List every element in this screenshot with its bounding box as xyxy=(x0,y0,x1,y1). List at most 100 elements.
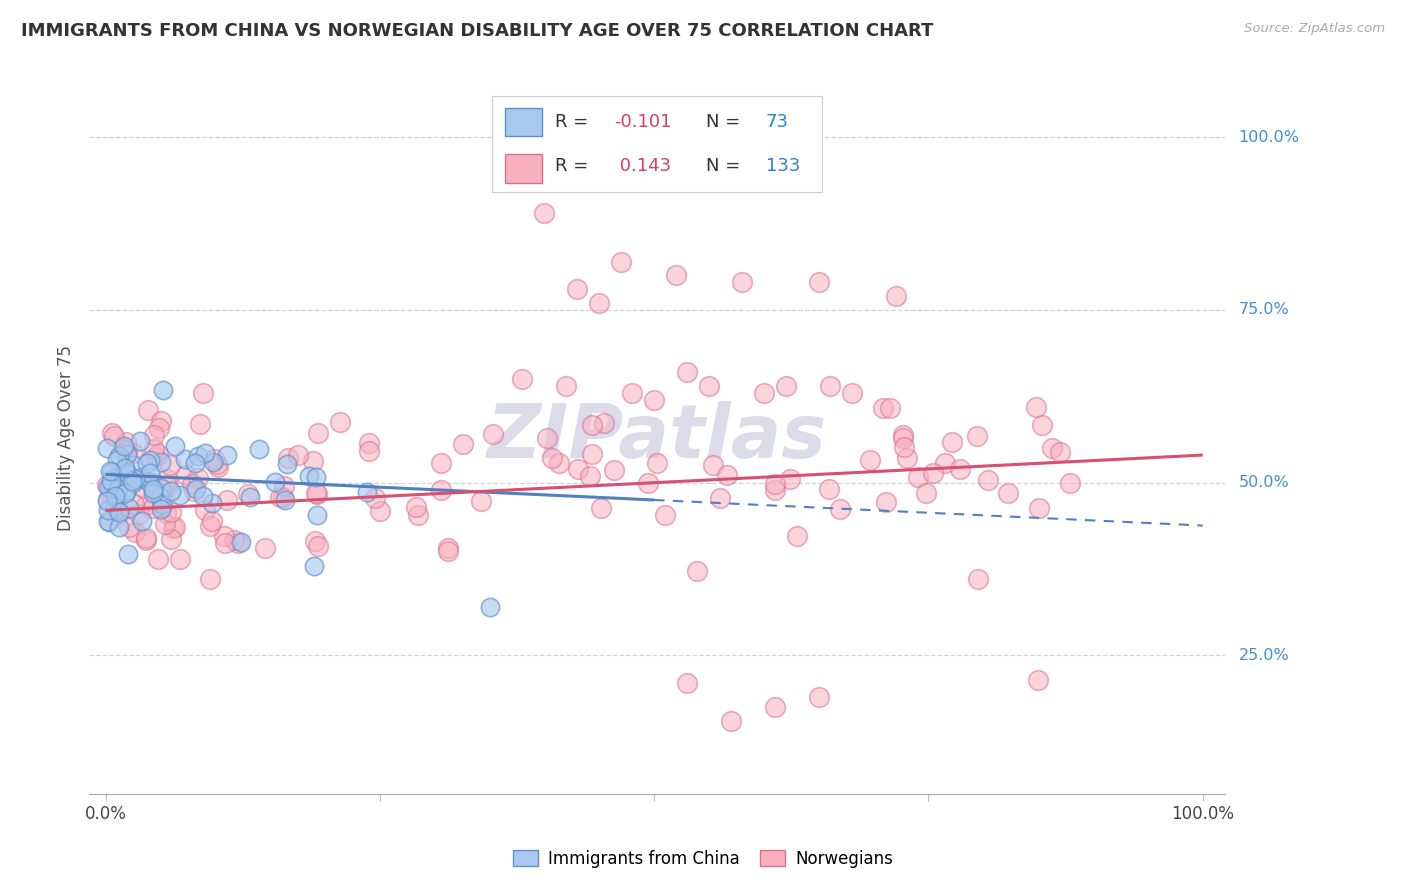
Point xyxy=(155,506,177,520)
Point xyxy=(263,475,285,489)
Point xyxy=(941,434,963,449)
Point xyxy=(907,470,929,484)
Point xyxy=(107,482,129,496)
Point xyxy=(153,516,176,531)
Point xyxy=(512,372,534,386)
Legend: Immigrants from China, Norwegians: Immigrants from China, Norwegians xyxy=(506,844,900,875)
Point xyxy=(818,482,841,496)
Point xyxy=(103,482,125,496)
Point xyxy=(139,453,162,467)
Point xyxy=(302,558,325,573)
Point xyxy=(129,470,152,484)
Point xyxy=(405,500,427,514)
Point xyxy=(977,473,1000,487)
Point xyxy=(132,481,155,495)
Point xyxy=(588,296,610,310)
Point xyxy=(581,447,603,461)
Point xyxy=(304,533,326,548)
Point xyxy=(637,475,659,490)
Point xyxy=(101,426,124,441)
Point xyxy=(148,447,170,461)
Point xyxy=(201,514,224,528)
Point xyxy=(643,392,665,407)
Point xyxy=(470,494,492,508)
Point xyxy=(96,441,118,455)
Point xyxy=(108,505,131,519)
Point xyxy=(305,487,328,501)
Point xyxy=(548,456,571,470)
Point xyxy=(997,485,1019,500)
Point xyxy=(162,521,184,535)
Point xyxy=(966,429,988,443)
Point xyxy=(122,497,145,511)
Point xyxy=(104,479,127,493)
Point xyxy=(149,455,172,469)
Point xyxy=(271,490,294,504)
Point xyxy=(645,456,668,470)
Point xyxy=(254,541,277,555)
Point xyxy=(201,496,224,510)
Y-axis label: Disability Age Over 75: Disability Age Over 75 xyxy=(58,345,75,531)
Point xyxy=(875,494,897,508)
Point xyxy=(165,520,187,534)
Point xyxy=(194,503,217,517)
Point xyxy=(169,551,191,566)
Point xyxy=(131,514,153,528)
Point xyxy=(437,541,460,556)
Point xyxy=(676,365,699,379)
Point xyxy=(308,540,330,554)
Point xyxy=(775,379,797,393)
Point xyxy=(145,450,167,464)
Point xyxy=(152,499,174,513)
Point xyxy=(818,379,841,393)
Point xyxy=(115,465,138,479)
Point xyxy=(104,491,127,505)
Point xyxy=(142,483,165,497)
Point xyxy=(98,464,121,478)
Point xyxy=(763,477,786,491)
Point xyxy=(100,465,122,479)
Point xyxy=(194,446,217,460)
Point xyxy=(305,470,328,484)
Point xyxy=(187,471,209,485)
Point xyxy=(247,442,270,456)
Point xyxy=(1031,417,1053,432)
Point xyxy=(357,436,380,450)
Point xyxy=(533,206,555,220)
Point xyxy=(100,472,122,486)
Point xyxy=(720,714,742,728)
Point xyxy=(155,472,177,486)
Point xyxy=(665,268,688,283)
Point xyxy=(934,456,956,470)
Point xyxy=(872,401,894,416)
Point xyxy=(779,472,801,486)
Point xyxy=(581,418,603,433)
Point xyxy=(610,254,633,268)
Point xyxy=(107,475,129,490)
Point xyxy=(97,514,120,528)
Point xyxy=(621,385,644,400)
Point xyxy=(274,493,297,508)
Point xyxy=(169,488,191,502)
Point xyxy=(115,485,138,500)
Point xyxy=(763,483,786,497)
Point xyxy=(114,461,136,475)
Point xyxy=(96,494,118,508)
Point xyxy=(103,429,125,443)
Point xyxy=(117,447,139,461)
Text: ZIPatlas: ZIPatlas xyxy=(486,401,827,475)
Point xyxy=(135,498,157,512)
Text: 100.0%: 100.0% xyxy=(1239,129,1299,145)
Point xyxy=(198,519,221,533)
Point xyxy=(136,403,159,417)
Point xyxy=(104,489,127,503)
Point xyxy=(231,535,253,549)
Point xyxy=(150,497,173,511)
Point xyxy=(150,481,173,495)
Text: 25.0%: 25.0% xyxy=(1239,648,1289,663)
Point xyxy=(188,417,211,431)
Point xyxy=(702,458,724,472)
Point xyxy=(107,507,129,521)
Point xyxy=(1040,442,1063,456)
Point xyxy=(174,468,197,483)
